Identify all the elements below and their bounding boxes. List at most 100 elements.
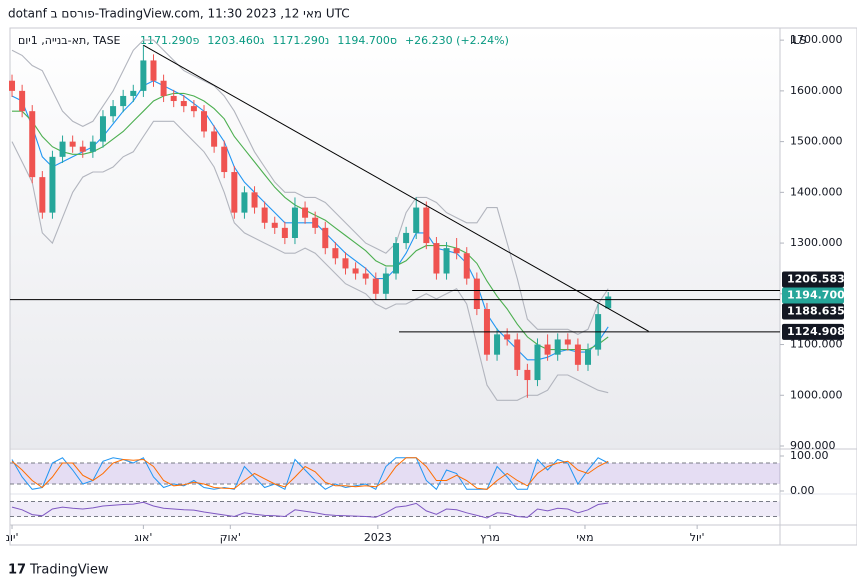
frame	[9, 27, 857, 546]
price-label-box	[782, 323, 844, 340]
candle-body	[605, 296, 612, 309]
y-tick-label: 1600.000	[790, 84, 843, 97]
indicator-line	[12, 92, 609, 351]
candle-body	[393, 243, 400, 274]
y-tick-label: 1000.000	[790, 388, 843, 401]
candle-body	[110, 106, 117, 117]
indicator-line	[11, 39, 609, 336]
candle-body	[494, 334, 501, 355]
candle-body	[514, 339, 521, 370]
candle-body	[69, 141, 76, 147]
candle-body	[433, 243, 440, 274]
candle-body	[190, 106, 197, 112]
brand-logo: 17	[8, 563, 26, 578]
candle-body	[39, 177, 46, 213]
candle-body	[554, 339, 561, 355]
x-tick-label: מאי	[576, 531, 593, 544]
x-tick-label: יול'	[690, 531, 705, 544]
stoch-band	[10, 463, 780, 484]
y-tick-label: 100.00	[790, 449, 829, 462]
candle-body	[79, 146, 86, 152]
rsi-band	[10, 501, 780, 517]
candle-body	[312, 217, 319, 228]
candle-body	[150, 60, 157, 81]
legend-value: פ1171.290	[140, 34, 200, 47]
candle-body	[302, 207, 309, 218]
candle-body	[201, 111, 208, 132]
candle-body	[120, 95, 127, 107]
candle-body	[9, 80, 16, 91]
candle-body	[534, 344, 541, 381]
candle-body	[574, 344, 581, 365]
candle-body	[352, 268, 359, 274]
candle-body	[564, 339, 571, 345]
legend-value: נ1171.290	[272, 34, 329, 47]
candle-body	[322, 227, 329, 249]
brand: TradingView	[29, 563, 109, 578]
symbol: תא-בנייה, 1יום, TASE	[18, 34, 121, 47]
x-tick-label: יונ'	[6, 531, 19, 544]
price-label: 1188.635	[787, 305, 845, 318]
legend-value: ס1194.700	[337, 34, 397, 47]
candle-body	[413, 207, 420, 233]
stoch-d	[11, 457, 609, 490]
y-tick-label: 900.000	[790, 439, 836, 452]
candle-body	[463, 253, 470, 279]
price-label-box	[782, 287, 844, 304]
price-label-box	[782, 271, 844, 288]
price-label: 1124.908	[787, 325, 845, 338]
stoch-k	[11, 457, 609, 491]
candle-body	[524, 369, 531, 381]
candle-body	[504, 334, 511, 340]
candle-body	[423, 207, 430, 244]
publisher: dotanf פורסם ב-TradingView.com, 11:30 20…	[8, 7, 350, 21]
candle-body	[89, 141, 96, 152]
candle-body	[261, 207, 268, 223]
candle-body	[19, 90, 26, 112]
candle-body	[211, 131, 218, 147]
candle-body	[585, 349, 592, 365]
candle-body	[473, 278, 480, 310]
price-label: 1206.583	[787, 273, 845, 286]
legend-value: +26.230 (+2.24%)	[405, 34, 509, 47]
candle-body	[453, 248, 460, 254]
price-label: 1194.700	[787, 289, 845, 302]
candle-body	[231, 172, 238, 213]
price-label-box	[782, 303, 844, 320]
plot-background	[10, 28, 780, 448]
candle-body	[99, 116, 106, 142]
candle-body	[160, 80, 167, 96]
currency: ILS	[790, 34, 806, 47]
candle-body	[271, 222, 278, 228]
candle-body	[443, 248, 450, 274]
y-tick-label: 1300.000	[790, 236, 843, 249]
trend-line	[143, 44, 649, 332]
candle-body	[372, 278, 379, 294]
y-tick-label: 1500.000	[790, 135, 843, 148]
candle-body	[544, 344, 551, 355]
candle-body	[362, 273, 369, 279]
x-tick-label: אוק'	[220, 531, 241, 544]
indicator-line	[11, 120, 609, 401]
x-tick-label: אוג'	[134, 531, 152, 544]
candle-body	[281, 227, 288, 238]
candle-body	[140, 60, 147, 91]
candle-body	[382, 273, 389, 294]
y-tick-label: 1100.000	[790, 338, 843, 351]
rsi-line	[11, 501, 609, 519]
candle-body	[342, 258, 349, 269]
candle-body	[251, 192, 258, 208]
candle-body	[130, 90, 137, 96]
candle-body	[332, 248, 339, 259]
indicator-line	[11, 80, 609, 361]
candle-body	[291, 207, 298, 238]
candle-body	[180, 101, 187, 107]
x-tick-label: מרץ	[480, 531, 500, 544]
candle-body	[29, 111, 36, 178]
candle-body	[221, 146, 228, 173]
y-tick-label: 0.00	[790, 484, 815, 497]
legend-value: ג1203.460	[207, 34, 265, 47]
candle-body	[59, 141, 66, 157]
candle-body	[241, 192, 248, 213]
